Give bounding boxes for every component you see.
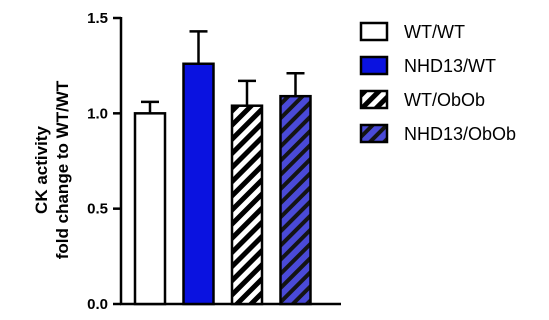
- legend-label: NHD13/WT: [404, 56, 496, 76]
- y-axis-ticks: 0.0 0.5 1.0 1.5: [87, 10, 121, 313]
- y-tick-label: 1.5: [87, 10, 108, 27]
- bars-group: [133, 62, 312, 306]
- y-axis-title-line2: fold change to WT/WT: [53, 80, 72, 259]
- y-axis-title: CK activity fold change to WT/WT: [32, 80, 72, 259]
- legend: WT/WT NHD13/WT WT/ObOb NHD13/ObOb: [359, 21, 516, 144]
- error-bars-group: [141, 30, 305, 114]
- legend-label: NHD13/ObOb: [404, 124, 516, 144]
- legend-swatch: [359, 89, 389, 110]
- legend-label: WT/ObOb: [404, 90, 485, 110]
- y-tick-label: 0.0: [87, 296, 108, 313]
- bar-nhd13-wt: [182, 62, 215, 306]
- bar-wt-obob: [230, 104, 264, 306]
- legend-swatch: [359, 21, 389, 42]
- legend-swatch: [359, 55, 389, 76]
- y-tick-label: 1.0: [87, 105, 108, 122]
- bar-wt-wt: [133, 112, 167, 306]
- bar-nhd13-obob: [279, 94, 312, 306]
- y-axis-title-line1: CK activity: [32, 126, 51, 214]
- legend-swatch: [359, 123, 389, 144]
- legend-label: WT/WT: [404, 22, 465, 42]
- y-tick-label: 0.5: [87, 201, 108, 218]
